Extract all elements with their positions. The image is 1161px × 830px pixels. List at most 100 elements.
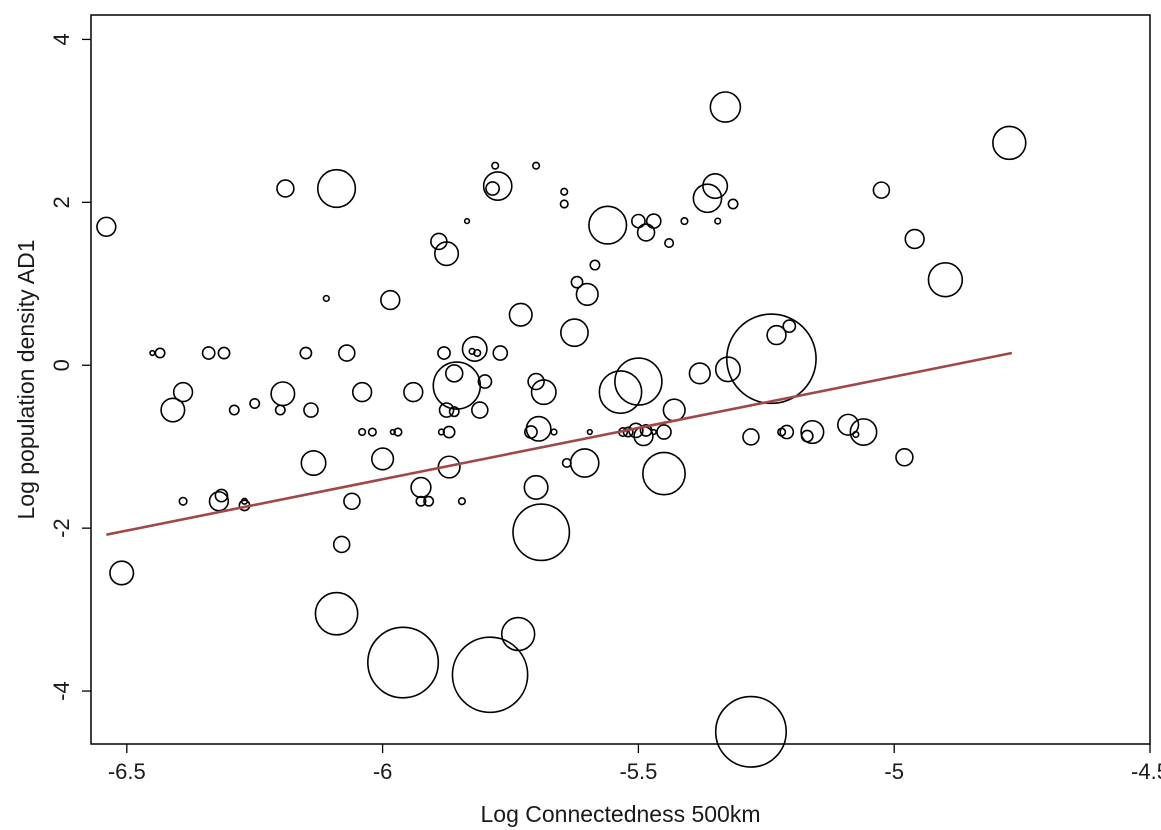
scatter-point <box>742 428 760 446</box>
scatter-point <box>837 413 860 436</box>
scatter-point <box>338 344 356 362</box>
scatter-point <box>714 356 741 383</box>
scatter-point <box>714 217 722 225</box>
scatter-point <box>777 427 787 437</box>
axis-ticks: -6.5 -6 -5.5 -5 -4.5 -4 -2 0 2 4 <box>49 33 1161 784</box>
scatter-point <box>442 425 456 439</box>
scatter-point <box>393 427 403 437</box>
scatter-point <box>444 364 464 383</box>
scatter-point <box>463 217 471 225</box>
scatter-point <box>560 318 589 348</box>
scatter-point <box>461 335 488 362</box>
x-axis-title: Log Connectedness 500km <box>480 801 760 827</box>
scatter-point <box>650 428 657 436</box>
scatter-point <box>178 496 188 506</box>
scatter-point <box>714 695 788 768</box>
scatter-point <box>217 346 231 360</box>
y-tick-label: 4 <box>49 33 74 45</box>
scatter-point <box>448 406 460 418</box>
scatter-point <box>471 401 489 419</box>
scatter-point <box>214 488 229 503</box>
scatter-point <box>274 404 286 416</box>
scatter-point <box>491 161 500 170</box>
scatter-point <box>782 319 797 334</box>
scatter-point <box>512 503 571 562</box>
scatter-point <box>575 282 599 306</box>
scatter-point <box>154 347 166 359</box>
scatter-point <box>403 381 424 403</box>
scatter-point <box>872 181 891 199</box>
scatter-point <box>228 404 240 416</box>
scatter-point <box>614 357 663 406</box>
y-axis-title: Log population density AD1 <box>13 239 39 519</box>
scatter-point <box>437 346 451 360</box>
scatter-point <box>432 361 482 410</box>
scatter-point <box>927 262 964 298</box>
scatter-point <box>656 424 672 440</box>
scatter-point <box>300 449 327 477</box>
scatter-point <box>904 228 925 250</box>
scatter-point <box>779 424 795 440</box>
scatter-point <box>367 626 440 699</box>
scatter-point <box>482 171 513 201</box>
scatter-point <box>380 289 401 311</box>
scatter-point <box>525 415 552 442</box>
scatter-point <box>438 402 455 418</box>
scatter-point <box>550 428 558 436</box>
scatter-point <box>588 205 628 245</box>
scatter-point <box>240 497 249 505</box>
x-tick-label: -5.5 <box>619 759 657 784</box>
scatter-point <box>276 179 295 198</box>
scatter-point <box>500 616 536 652</box>
scatter-point <box>664 238 675 249</box>
scatter-point <box>692 183 723 214</box>
scatter-point <box>332 535 351 554</box>
scatter-point <box>299 346 313 360</box>
scatter-point <box>149 349 156 357</box>
scatter-point <box>636 223 656 242</box>
scatter-point <box>642 451 686 496</box>
scatter-point <box>477 374 493 389</box>
scatter-point <box>852 430 860 439</box>
scatter-point <box>992 125 1027 161</box>
fit-line-group <box>106 351 1013 536</box>
scatter-point <box>314 591 359 636</box>
scatter-point <box>569 448 600 478</box>
scatter-point <box>895 448 914 467</box>
scatter-point <box>473 348 482 358</box>
x-tick-label: -5 <box>884 759 904 784</box>
scatter-point <box>343 492 361 511</box>
scatter-point <box>560 187 569 196</box>
plot-frame <box>90 14 1151 745</box>
scatter-point <box>645 213 662 229</box>
scatter-point <box>367 427 377 437</box>
scatter-point <box>589 259 601 271</box>
scatter-point <box>559 199 569 209</box>
scatter-point <box>598 370 643 415</box>
scatter-point <box>322 294 330 303</box>
scatter-point <box>96 216 117 237</box>
scatter-point <box>434 241 460 267</box>
scatter-point <box>423 495 435 507</box>
scatter-point <box>849 418 878 446</box>
scatter-point <box>351 381 373 403</box>
scatter-point <box>586 428 593 436</box>
y-tick-label: -4 <box>49 681 74 701</box>
y-tick-label: 0 <box>49 359 74 371</box>
scatter-point <box>303 402 319 418</box>
scatter-point <box>249 398 261 410</box>
scatter-point <box>702 173 729 200</box>
scatter-point <box>766 324 787 346</box>
scatter-point <box>725 313 817 405</box>
scatter-point <box>270 381 296 407</box>
scatter-point <box>457 497 466 506</box>
fit-line <box>106 351 1013 536</box>
scatter-point <box>527 372 545 391</box>
y-tick-label: -2 <box>49 518 74 538</box>
scatter-point <box>485 181 500 196</box>
scatter-point <box>109 560 135 586</box>
scatter-point <box>492 345 509 361</box>
scatter-point <box>531 161 541 170</box>
scatter-point <box>358 427 367 437</box>
